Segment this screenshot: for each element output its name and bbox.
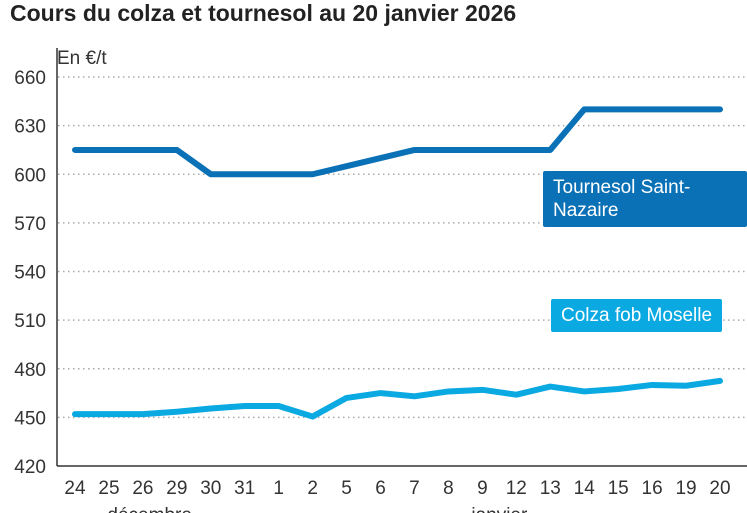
month-label: janvier (470, 505, 528, 513)
x-tick-label: 6 (375, 478, 386, 499)
x-tick-label: 8 (443, 478, 454, 499)
x-tick-label: 26 (132, 478, 153, 499)
series-line-1 (72, 377, 723, 420)
y-axis-label: En €/t (57, 48, 107, 69)
x-tick-label: 14 (574, 478, 596, 499)
y-tick-label: 630 (14, 117, 46, 138)
y-tick-label: 660 (14, 68, 46, 89)
x-tick-label: 15 (608, 478, 629, 499)
y-tick-label: 510 (14, 311, 46, 332)
x-tick-label: 24 (64, 478, 86, 499)
y-tick-label: 480 (14, 360, 46, 381)
y-tick-label: 600 (14, 165, 46, 186)
chart-title: Cours du colza et tournesol au 20 janvie… (10, 0, 517, 26)
x-tick-label: 7 (409, 478, 420, 499)
series-line-0 (72, 106, 723, 178)
x-tick-label: 31 (234, 478, 255, 499)
legend-tournesol: Tournesol Saint-Nazaire (543, 171, 747, 227)
month-label: décembre (107, 505, 192, 513)
y-tick-label: 450 (14, 408, 46, 429)
legend-colza: Colza fob Moselle (551, 299, 723, 332)
x-tick-label: 2 (307, 478, 318, 499)
x-tick-label: 5 (341, 478, 352, 499)
x-tick-label: 30 (200, 478, 221, 499)
x-tick-label: 16 (642, 478, 663, 499)
x-tick-label: 9 (477, 478, 488, 499)
x-tick-label: 1 (273, 478, 284, 499)
x-tick-label: 25 (98, 478, 119, 499)
x-tick-label: 19 (675, 478, 696, 499)
y-tick-label: 570 (14, 214, 46, 235)
x-tick-label: 20 (709, 478, 730, 499)
x-tick-label: 13 (540, 478, 561, 499)
x-tick-label: 29 (166, 478, 187, 499)
x-tick-label: 12 (506, 478, 527, 499)
y-tick-label: 420 (14, 457, 46, 478)
y-tick-label: 540 (14, 263, 46, 284)
